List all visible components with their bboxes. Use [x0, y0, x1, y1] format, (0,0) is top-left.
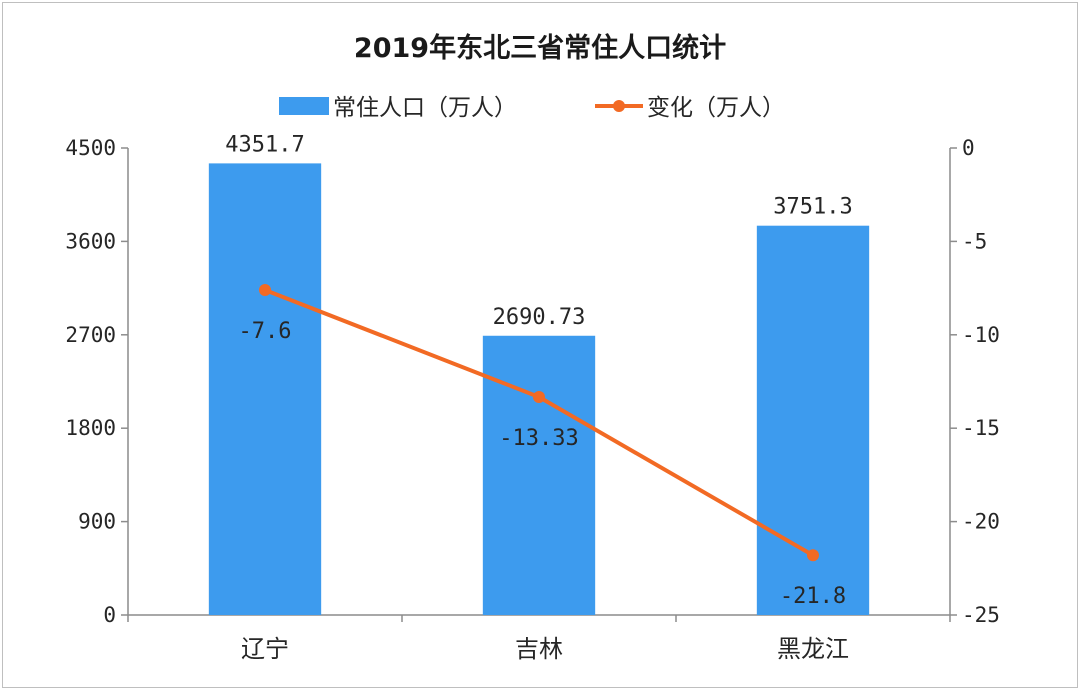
line-point: [259, 283, 271, 296]
legend-label-bar: 常住人口（万人）: [333, 95, 517, 121]
y-right-tick-label: -20: [962, 510, 1000, 534]
bar: [482, 335, 596, 615]
combo-chart: 2019年东北三省常住人口统计 常住人口（万人） 变化（万人） 0 900 1800…: [65, 32, 1000, 663]
y-left-tick-label: 3600: [65, 229, 116, 253]
y-left-tick-label: 4500: [65, 136, 116, 160]
legend-label-line: 变化（万人）: [647, 95, 785, 121]
y-right-tick-label: -15: [962, 416, 1000, 440]
bar: [208, 163, 322, 615]
chart-title: 2019年东北三省常住人口统计: [354, 32, 726, 64]
x-category-label: 黑龙江: [777, 635, 849, 663]
line-point: [807, 549, 819, 562]
line-value-label: -21.8: [780, 584, 846, 609]
y-left-tick-label: 1800: [65, 416, 116, 440]
line-value-label: -13.33: [499, 426, 578, 451]
x-category-label: 辽宁: [241, 635, 289, 663]
y-left-tick-label: 900: [78, 510, 116, 534]
y-left-tick-label: 0: [103, 603, 116, 627]
y-right-tick-label: -25: [962, 603, 1000, 627]
axes: 0 900 1800 2700 3600 4500 0 -5 -10 -15 -20 -25 辽宁 吉林 黑…: [65, 136, 1000, 663]
x-category-label: 吉林: [515, 635, 563, 663]
bar-value-label: 2690.73: [493, 305, 586, 330]
legend: 常住人口（万人） 变化（万人）: [279, 95, 785, 121]
bar-value-label: 3751.3: [773, 195, 852, 220]
y-right-tick-label: -5: [962, 229, 987, 253]
line-point: [533, 391, 545, 404]
line-series: [259, 283, 819, 562]
data-labels: 4351.7 2690.73 3751.3 -7.6 -13.33 -21.8: [225, 132, 852, 609]
y-right-tick-label: -10: [962, 323, 1000, 347]
legend-swatch-marker: [613, 100, 625, 112]
bar-value-label: 4351.7: [225, 132, 304, 157]
line-value-label: -7.6: [239, 319, 292, 344]
y-right-tick-label: 0: [962, 136, 975, 160]
legend-swatch-bar: [279, 97, 329, 115]
bar-series: [208, 163, 870, 615]
y-left-tick-label: 2700: [65, 323, 116, 347]
